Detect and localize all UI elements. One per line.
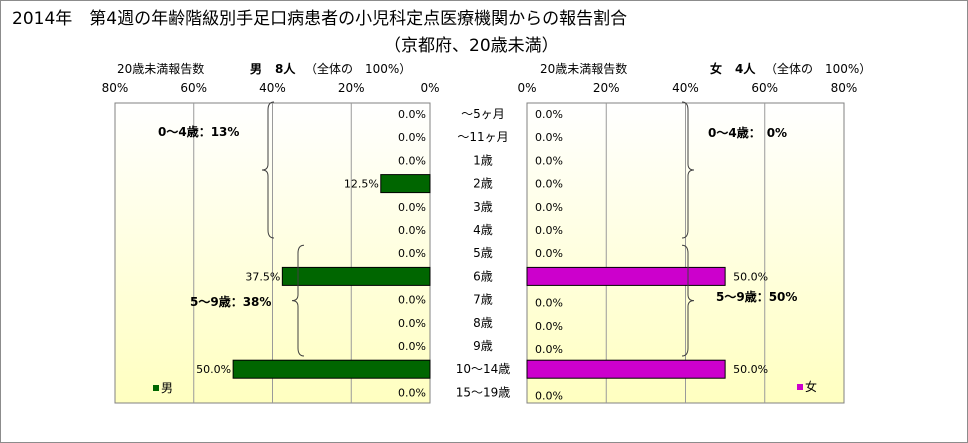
data-label-male: 50.0% — [196, 363, 231, 376]
x-tick-label-right: 40% — [672, 81, 699, 95]
data-label-female: 0.0% — [535, 201, 563, 214]
bar-female — [526, 266, 726, 286]
bar-male — [281, 266, 431, 286]
legend-label-male: 男 — [161, 381, 173, 395]
category-label: 2歳 — [473, 177, 493, 191]
brace-left-0-4 — [261, 101, 275, 239]
category-label: 9歳 — [473, 339, 493, 353]
data-label-male: 0.0% — [398, 201, 426, 214]
group-label-left-0-4: 0～4歳：13% — [158, 124, 239, 139]
data-label-female: 0.0% — [535, 154, 563, 167]
left-ylabel: 20歳未満報告数 — [117, 62, 205, 76]
data-label-female: 0.0% — [535, 320, 563, 333]
category-label: 15～19歳 — [456, 385, 511, 399]
x-tick-label-right: 20% — [593, 81, 620, 95]
left-count: 8人 — [275, 62, 296, 76]
left-gender: 男 — [250, 62, 263, 76]
data-label-female: 0.0% — [535, 108, 563, 121]
data-label-female: 0.0% — [535, 131, 563, 144]
legend-label-female: 女 — [805, 379, 817, 394]
data-label-female: 0.0% — [535, 389, 563, 402]
category-label: 6歳 — [473, 269, 493, 283]
category-label: ～11ヶ月 — [457, 130, 508, 144]
x-tick-label-left: 0% — [420, 81, 439, 95]
bar-male — [380, 174, 431, 194]
brace-right-0-4 — [681, 101, 695, 239]
data-label-male: 0.0% — [398, 131, 426, 144]
data-label-male: 0.0% — [398, 154, 426, 167]
data-label-male: 0.0% — [398, 386, 426, 399]
group-label-left-5-9: 5～9歳：38% — [190, 294, 271, 309]
right-total-note: （全体の 100%） — [765, 62, 872, 76]
right-count: 4人 — [735, 62, 756, 76]
category-label: 7歳 — [473, 293, 493, 307]
x-tick-label-right: 80% — [831, 81, 858, 95]
data-label-male: 0.0% — [398, 247, 426, 260]
data-label-female: 0.0% — [535, 178, 563, 191]
data-label-male: 0.0% — [398, 294, 426, 307]
data-label-female: 0.0% — [535, 247, 563, 260]
category-label: 8歳 — [473, 316, 493, 330]
left-total-note: （全体の 100%） — [305, 62, 412, 76]
group-label-right-5-9: 5～9歳：50% — [716, 289, 797, 304]
category-label: 10～14歳 — [456, 362, 511, 376]
right-ylabel: 20歳未満報告数 — [540, 62, 628, 76]
bar-male — [232, 359, 431, 379]
category-label: 5歳 — [473, 246, 493, 260]
x-tick-label-left: 80% — [102, 81, 129, 95]
data-label-female: 50.0% — [733, 363, 768, 376]
data-label-male: 0.0% — [398, 340, 426, 353]
right-gender: 女 — [710, 62, 723, 76]
data-label-male: 12.5% — [344, 178, 379, 191]
category-label: 1歳 — [473, 153, 493, 167]
x-tick-label-right: 0% — [517, 81, 536, 95]
bar-female — [526, 359, 726, 379]
category-label: 4歳 — [473, 223, 493, 237]
data-label-female: 0.0% — [535, 343, 563, 356]
legend-swatch-male — [153, 385, 159, 391]
chart-title: 2014年 第4週の年齢階級別手足口病患者の小児科定点医療機関からの報告割合 — [12, 9, 628, 29]
data-label-female: 50.0% — [733, 270, 768, 283]
chart-subtitle: （京都府、20歳未満） — [384, 36, 559, 56]
data-label-male: 0.0% — [398, 108, 426, 121]
data-label-female: 0.0% — [535, 224, 563, 237]
data-label-male: 37.5% — [245, 270, 280, 283]
group-label-right-0-4: 0～4歳： 0% — [708, 125, 787, 140]
category-label: ～5ヶ月 — [461, 107, 505, 121]
data-label-male: 0.0% — [398, 317, 426, 330]
brace-right-5-9 — [681, 244, 695, 357]
category-label: 3歳 — [473, 200, 493, 214]
brace-left-5-9 — [291, 244, 305, 357]
x-tick-label-right: 60% — [751, 81, 778, 95]
data-label-female: 0.0% — [535, 297, 563, 310]
x-tick-label-left: 40% — [259, 81, 286, 95]
legend-swatch-female — [797, 384, 803, 390]
data-label-male: 0.0% — [398, 224, 426, 237]
x-tick-label-left: 60% — [180, 81, 207, 95]
x-tick-label-left: 20% — [338, 81, 365, 95]
